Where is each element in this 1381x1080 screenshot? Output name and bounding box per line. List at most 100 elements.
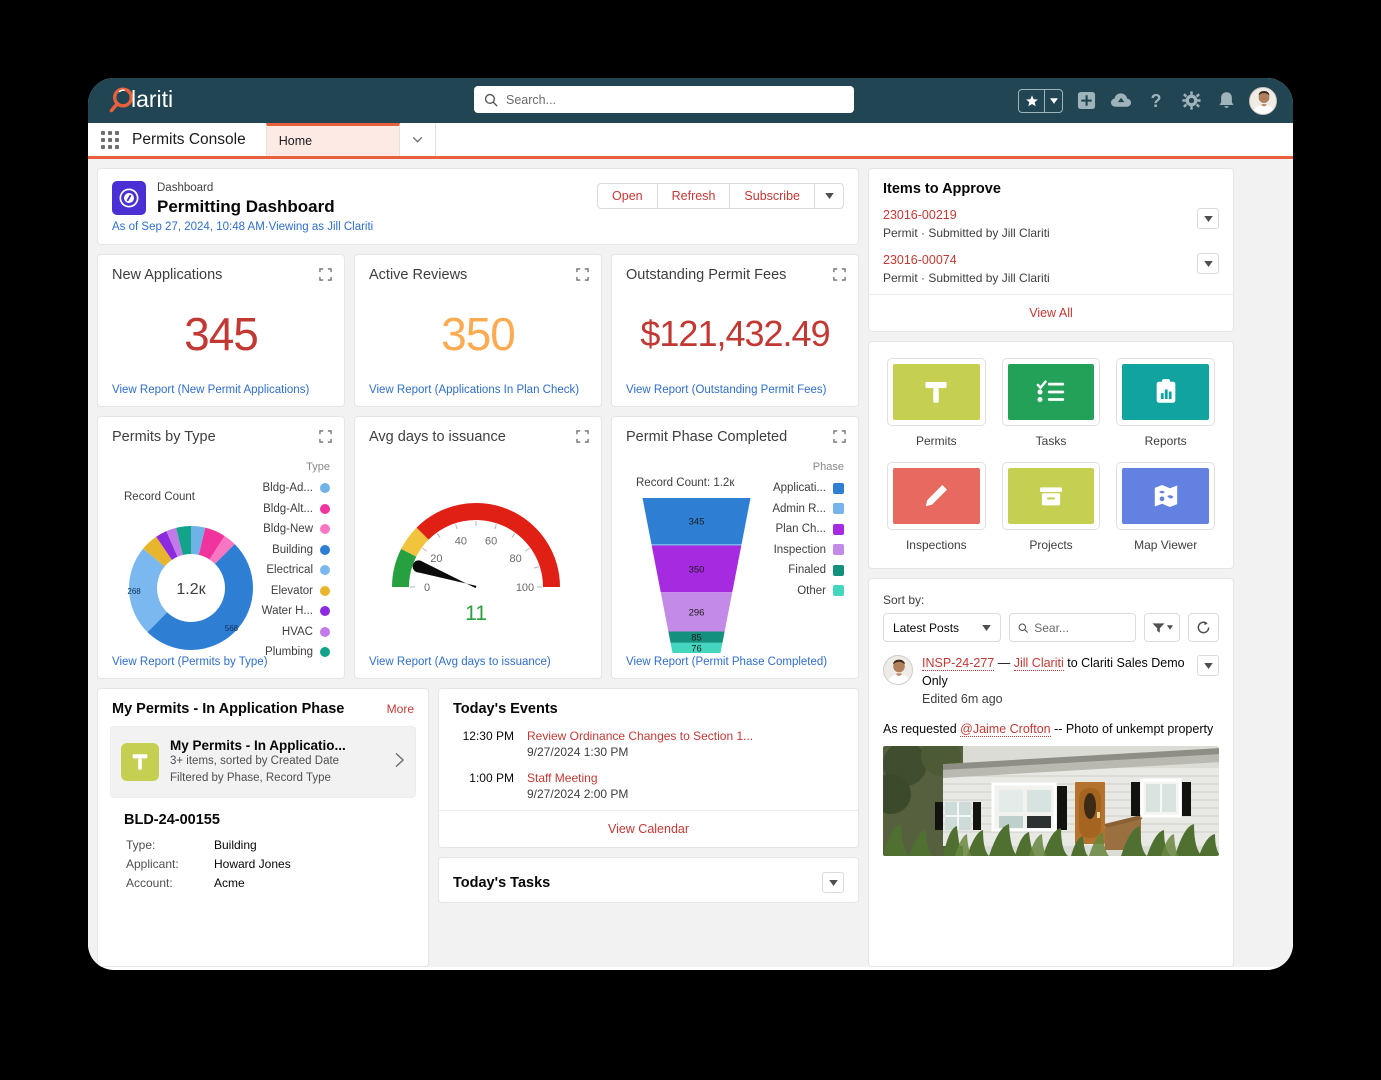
post-record-link[interactable]: INSP-24-277 <box>922 656 995 671</box>
feed-search-input[interactable] <box>1034 620 1127 635</box>
donut-slice[interactable] <box>156 531 178 560</box>
dashboard-header-card: Dashboard Permitting Dashboard Open Refr… <box>97 168 859 246</box>
kpi-report-link[interactable]: View Report (Outstanding Permit Fees) <box>626 384 827 397</box>
view-calendar-link[interactable]: View Calendar <box>439 810 858 847</box>
add-icon[interactable] <box>1074 89 1098 113</box>
quick-link-tile-tasks[interactable]: Tasks <box>1001 358 1101 448</box>
funnel-segment[interactable] <box>660 592 733 632</box>
funnel-segment[interactable] <box>670 642 723 654</box>
legend-item[interactable]: Applicati... <box>752 478 844 499</box>
help-icon[interactable]: ? <box>1144 89 1168 113</box>
search-input[interactable] <box>506 92 844 107</box>
expand-icon[interactable] <box>319 430 332 443</box>
tab-chevron-down-icon[interactable] <box>400 123 436 156</box>
app-launcher-icon[interactable] <box>88 123 132 156</box>
legend-item[interactable]: Inspection <box>752 540 844 561</box>
donut-slice[interactable] <box>129 548 168 633</box>
chevron-down-icon[interactable] <box>1044 89 1062 112</box>
legend-item[interactable]: Other <box>752 581 844 602</box>
post-target: to Clariti Sales Demo Only <box>922 656 1185 688</box>
tab-home[interactable]: Home <box>265 123 400 156</box>
legend-item[interactable]: Plan Ch... <box>752 519 844 540</box>
panel-title: Today's Events <box>453 701 558 718</box>
approval-record-id[interactable]: 23016-00074 <box>883 253 957 267</box>
legend-item[interactable]: Elevator <box>238 581 330 602</box>
global-search[interactable] <box>474 86 854 113</box>
funnel-segment[interactable] <box>651 545 742 593</box>
donut-slice[interactable] <box>198 527 225 560</box>
approval-chevron-down-icon[interactable] <box>1197 253 1219 274</box>
post-mention[interactable]: @Jaime Crofton <box>960 722 1051 738</box>
post-author-link[interactable]: Jill Clariti <box>1013 656 1064 671</box>
event-name[interactable]: Review Ordinance Changes to Section 1... <box>527 729 754 744</box>
refresh-button[interactable]: Refresh <box>656 183 730 209</box>
legend-item[interactable]: HVAC <box>238 622 330 643</box>
funnel-segment[interactable] <box>668 631 725 643</box>
expand-icon[interactable] <box>833 268 846 281</box>
kpi-row: New Applications 345 View Report (New Pe… <box>97 254 859 408</box>
avatar[interactable] <box>1249 86 1277 115</box>
cloud-upload-icon[interactable] <box>1109 89 1133 113</box>
kpi-report-link[interactable]: View Report (New Permit Applications) <box>112 384 310 397</box>
quick-link-tile-inspections[interactable]: Inspections <box>887 462 986 552</box>
filter-button[interactable] <box>1144 613 1180 642</box>
chart-row: Permits by Type Record Count 1.2к 568 268 … <box>97 416 859 680</box>
favorites-group[interactable] <box>1018 88 1063 113</box>
legend-item[interactable]: Bldg-Ad... <box>238 478 330 499</box>
legend-item[interactable]: Bldg-Alt... <box>238 499 330 520</box>
approval-chevron-down-icon[interactable] <box>1197 208 1219 229</box>
view-all-link[interactable]: View All <box>869 294 1233 331</box>
event-name[interactable]: Staff Meeting <box>527 771 598 786</box>
approval-record-id[interactable]: 23016-00219 <box>883 208 957 222</box>
donut-slice[interactable] <box>166 527 183 557</box>
more-link[interactable]: More <box>386 702 414 717</box>
funnel-legend: Phase Applicati... Admin R... Plan Ch... In… <box>752 461 844 601</box>
legend-item[interactable]: Water H... <box>238 601 330 622</box>
expand-icon[interactable] <box>576 268 589 281</box>
legend-item[interactable]: Finaled <box>752 560 844 581</box>
sort-select[interactable]: Latest Posts <box>883 613 1001 642</box>
tasks-chevron-down-icon[interactable] <box>822 872 844 894</box>
feed-search[interactable] <box>1009 613 1136 642</box>
listview-card[interactable]: My Permits - In Applicatio... 3+ items, … <box>110 726 416 799</box>
clariti-logo[interactable]: lariti <box>106 86 202 116</box>
expand-icon[interactable] <box>319 268 332 281</box>
quick-link-tile-permits[interactable]: Permits <box>887 358 986 448</box>
chart-report-link[interactable]: View Report (Avg days to issuance) <box>369 656 551 669</box>
donut-slice[interactable] <box>147 544 253 651</box>
post-avatar[interactable] <box>883 655 913 685</box>
gear-icon[interactable] <box>1179 89 1203 113</box>
tile-frame <box>887 462 986 530</box>
open-button[interactable]: Open <box>597 183 657 209</box>
legend-item[interactable]: Bldg-New <box>238 519 330 540</box>
funnel-segment[interactable] <box>651 543 742 546</box>
quick-link-tile-reports[interactable]: Reports <box>1116 358 1215 448</box>
quick-link-tile-map-viewer[interactable]: Map Viewer <box>1116 462 1215 552</box>
legend-item[interactable]: Electrical <box>238 560 330 581</box>
gauge-tick <box>511 533 516 538</box>
legend-item[interactable]: Plumbing <box>238 642 330 663</box>
donut-slice[interactable] <box>191 526 206 555</box>
post-chevron-down-icon[interactable] <box>1197 655 1219 676</box>
star-icon[interactable] <box>1019 90 1044 112</box>
chart-report-link[interactable]: View Report (Permit Phase Completed) <box>626 656 828 669</box>
subscribe-button[interactable]: Subscribe <box>729 183 814 209</box>
legend-item[interactable]: Admin R... <box>752 499 844 520</box>
chart-report-link[interactable]: View Report (Permits by Type) <box>112 656 268 669</box>
kpi-report-link[interactable]: View Report (Applications In Plan Check) <box>369 384 580 397</box>
chart-title: Permits by Type <box>112 429 216 446</box>
legend-item[interactable]: Building <box>238 540 330 561</box>
record-name[interactable]: BLD-24-00155 <box>124 812 220 829</box>
refresh-button[interactable] <box>1188 613 1219 642</box>
donut-slice[interactable] <box>176 526 191 556</box>
bell-icon[interactable] <box>1214 89 1238 113</box>
donut-slice[interactable] <box>143 536 172 567</box>
funnel-segment[interactable] <box>642 498 751 544</box>
quick-link-tile-projects[interactable]: Projects <box>1001 462 1101 552</box>
expand-icon[interactable] <box>576 430 589 443</box>
donut-slice[interactable] <box>209 535 235 564</box>
dashboard-more-chevron-down-icon[interactable] <box>814 183 844 209</box>
expand-icon[interactable] <box>833 430 846 443</box>
chevron-right-icon[interactable] <box>394 752 405 773</box>
post-photo[interactable] <box>883 746 1219 857</box>
